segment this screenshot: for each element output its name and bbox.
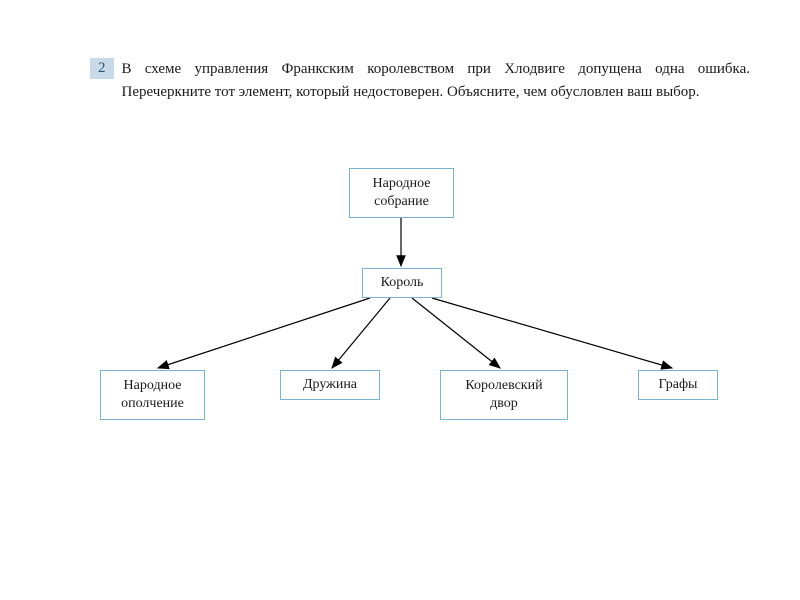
diagram-node-middle: Король — [362, 268, 442, 298]
task-header: 2 В схеме управления Франкским королевст… — [90, 58, 750, 103]
diagram-node-bottom3: Королевский двор — [440, 370, 568, 420]
task-number: 2 — [90, 58, 114, 79]
diagram-edge — [158, 298, 370, 368]
diagram-node-bottom4: Графы — [638, 370, 718, 400]
diagram-edge — [332, 298, 390, 368]
diagram-node-top: Народное собрание — [349, 168, 454, 218]
diagram-node-bottom2: Дружина — [280, 370, 380, 400]
diagram-edge — [432, 298, 672, 368]
diagram: Народное собрание Король Народное ополчени… — [0, 160, 800, 460]
diagram-node-bottom1: Народное ополчение — [100, 370, 205, 420]
task-text: В схеме управления Франкским королевство… — [122, 58, 751, 103]
diagram-edge — [412, 298, 500, 368]
